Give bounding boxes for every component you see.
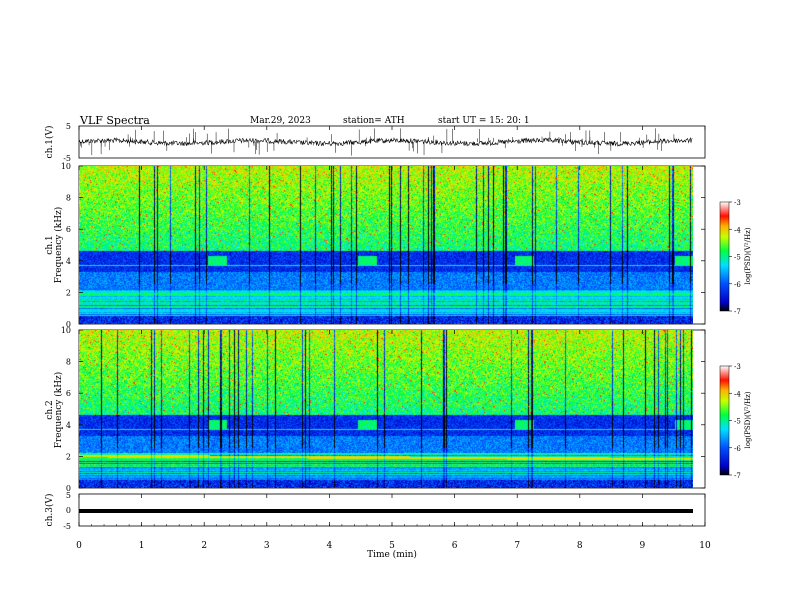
ch2-spec-label-freq: Frequency (kHz): [53, 372, 64, 449]
figure-title: VLF Spectra: [79, 114, 150, 127]
colorbar-tick-label: -3: [734, 199, 741, 207]
time-tick-label: 3: [264, 541, 270, 551]
freq-tick-label: 2: [66, 452, 71, 461]
freq-tick-label: 2: [66, 288, 71, 297]
ch2-spectrogram-yticks: 0 2 4 6 8 10: [61, 326, 705, 493]
start-time-label: start UT = 15: 20: 1: [438, 116, 530, 126]
ch1-ytick-bottom: -5: [63, 154, 71, 163]
station-label: station= ATH: [343, 116, 405, 126]
time-axis-ticks: 0 1 2 3 4 5 6 7 8 9 10: [76, 126, 711, 551]
ch2-colorbar-ticks: -3 -4 -5 -6 -7: [729, 363, 741, 480]
ch2-spectrogram-image: [79, 330, 693, 488]
time-tick-label: 8: [577, 541, 583, 551]
time-tick-label: 9: [640, 541, 646, 551]
ch3-waveform-panel: 5 0 -5 ch.3(V): [44, 491, 706, 531]
freq-tick-label: 10: [61, 326, 71, 335]
date-label: Mar.29, 2023: [250, 116, 311, 126]
ch1-colorbar: -3 -4 -5 -6 -7 log(PSD)(V²/Hz): [719, 199, 752, 316]
colorbar-tick-label: -6: [734, 445, 741, 453]
time-tick-label: 0: [76, 541, 82, 551]
colorbar-tick-label: -5: [734, 254, 741, 262]
ch3-ytick-bottom: -5: [63, 522, 71, 531]
ch3-waveform-trace: [79, 509, 693, 513]
ch2-colorbar-label: log(PSD)(V²/Hz): [744, 391, 752, 448]
time-tick-label: 6: [452, 541, 458, 551]
time-tick-label: 10: [699, 541, 711, 551]
colorbar-tick-label: -3: [734, 363, 741, 371]
ch1-spec-label-ch: ch.1: [45, 235, 55, 254]
ch1-colorbar-ticks: -3 -4 -5 -6 -7: [729, 199, 741, 316]
ch1-waveform-trace: [78, 128, 693, 156]
freq-tick-label: 8: [66, 194, 71, 203]
freq-tick-label: 4: [66, 421, 71, 430]
ch1-colorbar-label: log(PSD)(V²/Hz): [744, 227, 752, 284]
ch1-spectrogram-panel: 0 2 4 6 8 10 ch.1 Frequency (kHz): [45, 162, 706, 329]
time-tick-label: 5: [389, 541, 395, 551]
time-tick-label: 1: [139, 541, 145, 551]
colorbar-tick-label: -6: [734, 281, 741, 289]
ch3-ytick-top: 5: [66, 491, 71, 500]
ch1-spectrogram-yticks: 0 2 4 6 8 10: [61, 162, 705, 329]
colorbar-tick-label: -7: [734, 308, 741, 316]
ch1-colorbar-gradient: [719, 201, 730, 312]
ch1-spectrogram-image: [79, 166, 693, 324]
freq-tick-label: 6: [66, 225, 71, 234]
freq-tick-label: 6: [66, 389, 71, 398]
freq-tick-label: 0: [66, 320, 71, 329]
time-tick-label: 2: [201, 541, 207, 551]
ch1-waveform-panel: 5 -5 ch.1(V): [44, 122, 706, 163]
time-tick-label: 7: [514, 541, 520, 551]
ch2-spectrogram-panel: 0 2 4 6 8 10 ch.2 Frequency (kHz): [45, 326, 706, 493]
ch1-ylabel: ch.1(V): [44, 126, 55, 159]
colorbar-tick-label: -4: [734, 226, 741, 234]
ch2-spec-label-ch: ch.2: [45, 400, 55, 419]
ch3-ylabel: ch.3(V): [44, 494, 55, 527]
freq-tick-label: 10: [61, 162, 71, 171]
ch3-ytick-mid: 0: [66, 506, 71, 515]
ch1-ytick-top: 5: [66, 122, 71, 131]
colorbar-tick-label: -4: [734, 390, 741, 398]
freq-tick-label: 0: [66, 484, 71, 493]
ch1-waveform-frame: [78, 125, 706, 159]
time-tick-label: 4: [327, 541, 333, 551]
colorbar-tick-label: -7: [734, 472, 741, 480]
colorbar-tick-label: -5: [734, 418, 741, 426]
ch1-waveform-path: [78, 136, 693, 147]
time-axis-label: Time (min): [367, 549, 417, 560]
ch2-colorbar: -3 -4 -5 -6 -7 log(PSD)(V²/Hz): [719, 363, 752, 480]
freq-tick-label: 4: [66, 257, 71, 266]
ch1-spec-label-freq: Frequency (kHz): [53, 207, 64, 284]
ch2-colorbar-gradient: [719, 365, 730, 476]
freq-tick-label: 8: [66, 358, 71, 367]
